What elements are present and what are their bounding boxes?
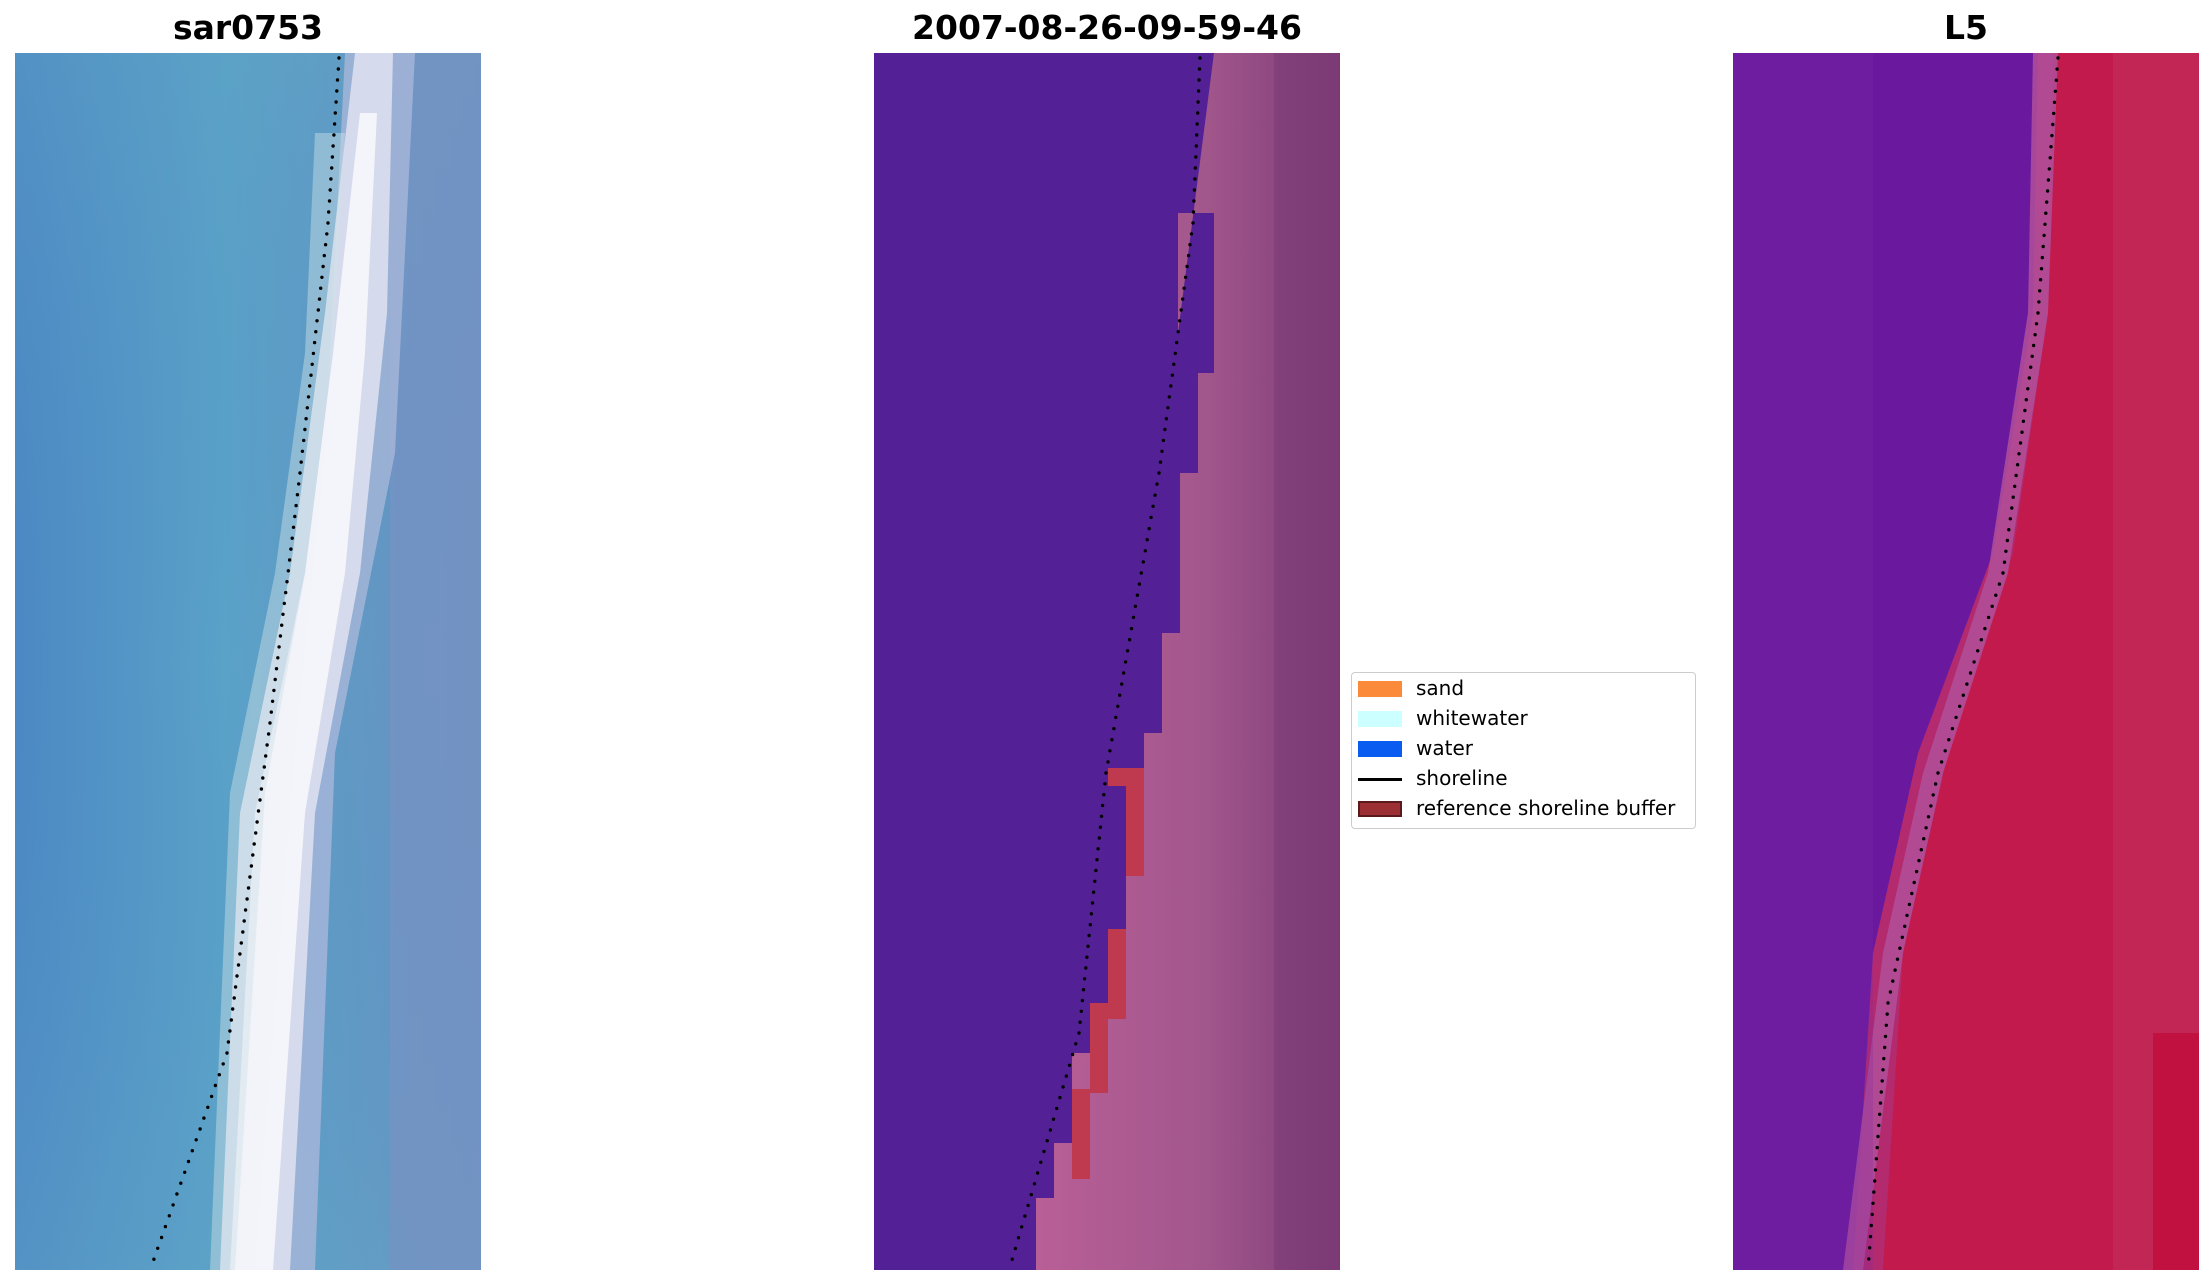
classified-image-panel	[874, 53, 1340, 1270]
water-swatch	[1358, 741, 1402, 757]
legend-label: sand	[1416, 676, 1465, 700]
sand-swatch	[1358, 681, 1402, 697]
legend-item-sand: sand	[1352, 673, 1695, 703]
legend-label: water	[1416, 736, 1473, 760]
legend-item-whitewater: whitewater	[1352, 703, 1695, 733]
shoreline-dots-rgb	[152, 56, 341, 1261]
rgb-image-panel	[15, 53, 481, 1270]
shoreline-dots-index	[1867, 56, 2060, 1261]
legend-label: reference shoreline buffer	[1416, 796, 1676, 820]
shoreline-dots-classified	[1010, 56, 1202, 1261]
legend-label: shoreline	[1416, 766, 1508, 790]
panel-title-classified: 2007-08-26-09-59-46	[912, 8, 1302, 47]
legend: sand whitewater water shoreline referenc…	[1351, 672, 1696, 829]
reference-buffer-cells	[1072, 768, 1144, 1179]
shoreline-line-swatch	[1358, 778, 1402, 781]
panel-title-index: L5	[1944, 8, 1988, 47]
panel-title-rgb: sar0753	[172, 8, 324, 47]
whitewater-swatch	[1358, 711, 1402, 727]
legend-item-shoreline: shoreline	[1352, 763, 1695, 793]
legend-item-water: water	[1352, 733, 1695, 763]
legend-item-reference-buffer: reference shoreline buffer	[1352, 793, 1695, 823]
index-image-panel	[1733, 53, 2199, 1270]
legend-label: whitewater	[1416, 706, 1528, 730]
reference-buffer-swatch	[1358, 801, 1402, 817]
